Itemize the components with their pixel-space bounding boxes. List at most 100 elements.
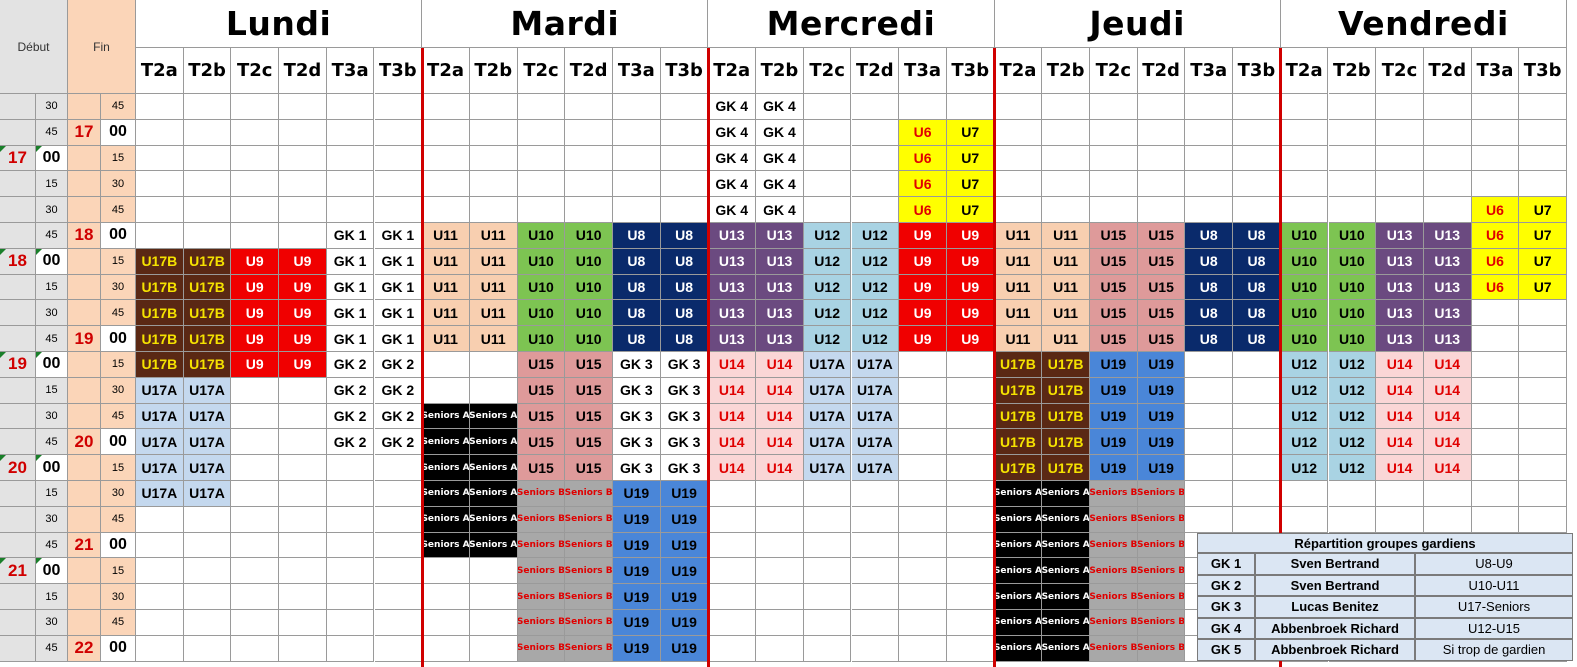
slot-u14[interactable]: U14 [756,455,804,481]
grid-cell[interactable] [422,584,470,610]
grid-cell[interactable] [1471,352,1520,378]
grid-cell[interactable] [517,94,566,120]
grid-cell[interactable] [708,558,757,585]
slot-u8[interactable]: U8 [1185,274,1234,301]
slot-gk[interactable]: GK 4 [756,171,804,198]
slot-u8[interactable]: U8 [1185,300,1234,327]
slot-u9[interactable]: U9 [946,326,995,352]
grid-cell[interactable] [1042,145,1090,172]
slot-u17b[interactable]: U17B [183,352,232,378]
slot-u7[interactable]: U7 [946,119,995,146]
slot-u15[interactable]: U15 [565,377,613,404]
slot-u17a[interactable]: U17A [851,377,900,404]
slot-sb[interactable]: Seniors B [1090,584,1138,610]
slot-u13[interactable]: U13 [1376,274,1424,301]
slot-sa[interactable]: Seniors A [1042,584,1090,610]
slot-u17a[interactable]: U17A [136,429,184,456]
grid-cell[interactable] [374,481,423,507]
slot-u11[interactable]: U11 [994,300,1043,327]
slot-gk[interactable]: GK 4 [756,197,804,223]
slot-u13[interactable]: U13 [756,248,804,275]
slot-u19[interactable]: U19 [613,481,661,507]
grid-cell[interactable] [422,145,470,172]
grid-cell[interactable] [326,481,375,507]
slot-u19[interactable]: U19 [613,610,661,636]
grid-cell[interactable] [136,94,184,120]
grid-cell[interactable] [279,610,327,636]
grid-cell[interactable] [1519,403,1567,430]
slot-u9[interactable]: U9 [231,352,280,378]
slot-u10[interactable]: U10 [1328,326,1377,352]
grid-cell[interactable] [231,197,280,223]
grid-cell[interactable] [1233,352,1281,378]
grid-cell[interactable] [136,558,184,585]
slot-gk[interactable]: GK 3 [613,352,661,378]
slot-u11[interactable]: U11 [1042,248,1090,275]
grid-cell[interactable] [136,119,184,146]
slot-u19[interactable]: U19 [1137,403,1186,430]
slot-u11[interactable]: U11 [469,300,518,327]
grid-cell[interactable] [899,94,947,120]
slot-u15[interactable]: U15 [517,455,566,481]
grid-cell[interactable] [1137,119,1186,146]
grid-cell[interactable] [1328,197,1377,223]
grid-cell[interactable] [1233,145,1281,172]
slot-u19[interactable]: U19 [1090,352,1138,378]
slot-u19[interactable]: U19 [1090,403,1138,430]
slot-gk[interactable]: GK 4 [708,197,757,223]
slot-gk[interactable]: GK 1 [326,248,375,275]
slot-u9[interactable]: U9 [946,274,995,301]
grid-cell[interactable] [1185,145,1234,172]
slot-u9[interactable]: U9 [231,274,280,301]
slot-sb[interactable]: Seniors B [517,635,566,662]
slot-sb[interactable]: Seniors B [1090,506,1138,533]
grid-cell[interactable] [803,119,852,146]
grid-cell[interactable] [326,94,375,120]
grid-cell[interactable] [279,558,327,585]
grid-cell[interactable] [851,119,900,146]
slot-gk[interactable]: GK 4 [708,119,757,146]
slot-u14[interactable]: U14 [708,403,757,430]
slot-u11[interactable]: U11 [422,248,470,275]
slot-u8[interactable]: U8 [1233,274,1281,301]
slot-u14[interactable]: U14 [708,352,757,378]
grid-cell[interactable] [803,197,852,223]
grid-cell[interactable] [899,635,947,662]
grid-cell[interactable] [1471,455,1520,481]
slot-sa[interactable]: Seniors A [469,455,518,481]
grid-cell[interactable] [1519,352,1567,378]
slot-u11[interactable]: U11 [1042,223,1090,249]
slot-u19[interactable]: U19 [660,610,709,636]
slot-u12[interactable]: U12 [851,326,900,352]
grid-cell[interactable] [1471,429,1520,456]
slot-gk[interactable]: GK 3 [613,377,661,404]
slot-sb[interactable]: Seniors B [1090,481,1138,507]
grid-cell[interactable] [1042,171,1090,198]
grid-cell[interactable] [1137,94,1186,120]
slot-u17a[interactable]: U17A [803,377,852,404]
slot-u17b[interactable]: U17B [136,300,184,327]
grid-cell[interactable] [1233,403,1281,430]
grid-cell[interactable] [1233,171,1281,198]
slot-sb[interactable]: Seniors B [1090,558,1138,585]
grid-cell[interactable] [469,584,518,610]
slot-u17b[interactable]: U17B [1042,429,1090,456]
slot-u11[interactable]: U11 [469,248,518,275]
slot-sa[interactable]: Seniors A [469,429,518,456]
grid-cell[interactable] [1519,326,1567,352]
grid-cell[interactable] [1185,352,1234,378]
grid-cell[interactable] [708,506,757,533]
slot-u14[interactable]: U14 [1423,377,1472,404]
slot-u17b[interactable]: U17B [1042,403,1090,430]
grid-cell[interactable] [374,94,423,120]
slot-u7[interactable]: U7 [946,197,995,223]
grid-cell[interactable] [851,635,900,662]
slot-u14[interactable]: U14 [1423,352,1472,378]
slot-u11[interactable]: U11 [422,223,470,249]
slot-gk[interactable]: GK 4 [756,94,804,120]
slot-u15[interactable]: U15 [1090,223,1138,249]
slot-u12[interactable]: U12 [1328,352,1377,378]
slot-u10[interactable]: U10 [517,248,566,275]
slot-u14[interactable]: U14 [1376,429,1424,456]
grid-cell[interactable] [279,584,327,610]
